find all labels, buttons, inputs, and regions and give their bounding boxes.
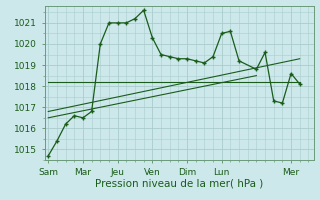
X-axis label: Pression niveau de la mer( hPa ): Pression niveau de la mer( hPa ) [95,179,263,189]
